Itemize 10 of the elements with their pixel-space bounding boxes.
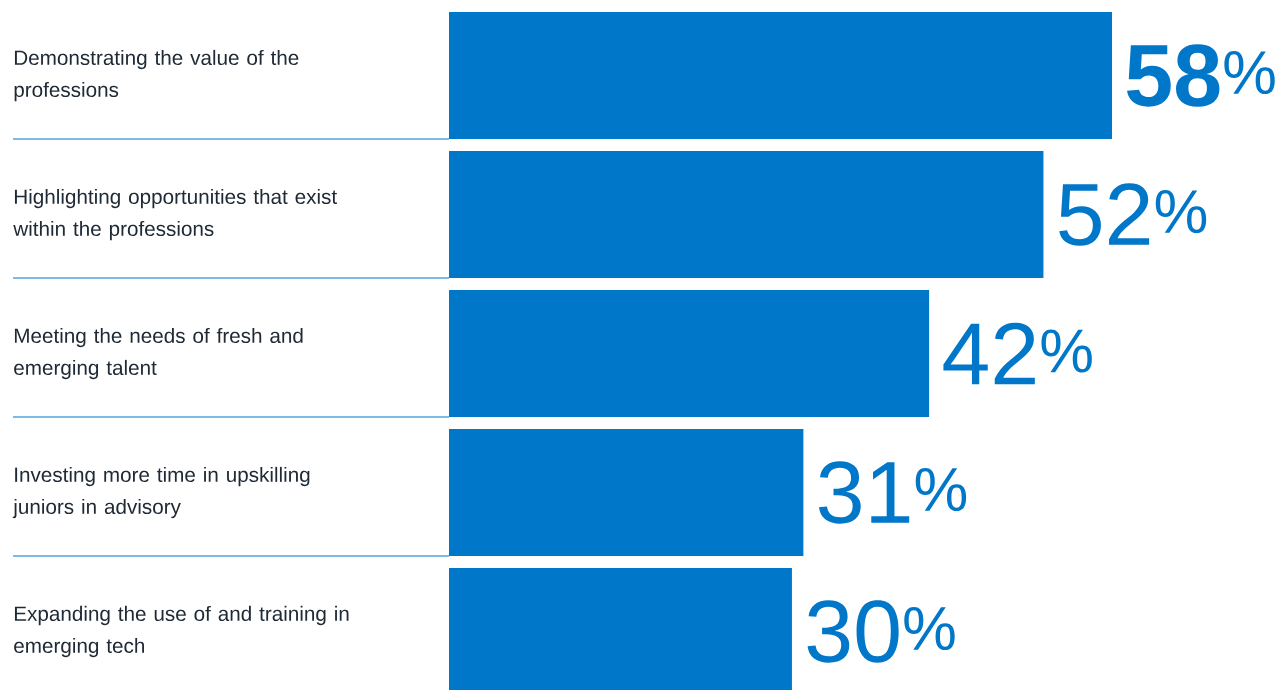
- data-label: 52$^{%}$: [1059, 183, 1207, 246]
- y-tick-label: Demonstrating the value of the professions: [14, 49, 299, 102]
- data-label: 31$^{%}$: [818, 461, 967, 524]
- y-tick-label: Investing more time in upskilling juniors in advisory: [12, 466, 310, 519]
- data-label: 58$^{%}$: [1126, 44, 1275, 107]
- data-label: 30$^{%}$: [807, 600, 955, 663]
- y-tick-label: Meeting the needs of fresh and emerging talent: [14, 327, 303, 380]
- data-label: 42$^{%}$: [943, 322, 1092, 385]
- y-tick-label: Expanding the use of and training in emerging tech: [14, 605, 349, 658]
- y-tick-label: Highlighting opportunities that exist within the professions: [13, 188, 337, 241]
